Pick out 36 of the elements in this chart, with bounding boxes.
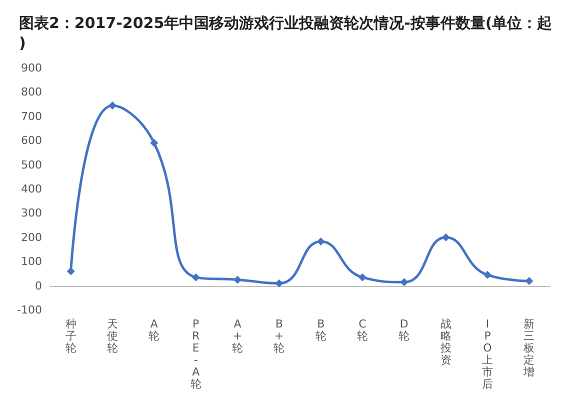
x-tick-label: PRE-A轮	[190, 318, 202, 390]
x-tick-label: 新三板定增	[522, 318, 535, 378]
x-tick-label: D轮	[398, 318, 410, 342]
x-tick-label: B轮	[315, 318, 326, 342]
chart-title: 图表2：2017-2025年中国移动游戏行业投融资轮次情况-按事件数量(单位：起)	[19, 14, 552, 52]
point	[150, 139, 158, 148]
point	[358, 273, 366, 282]
x-tick-label: 种子轮	[65, 318, 76, 354]
y-tick-label: 200	[21, 230, 42, 244]
y-tick-label: 0	[35, 279, 42, 292]
x-tick-label: A轮	[148, 318, 160, 342]
point	[66, 267, 75, 276]
point	[484, 270, 492, 279]
x-tick-label: C轮	[357, 318, 368, 342]
point	[108, 102, 116, 110]
point	[234, 276, 242, 284]
y-tick-label: 800	[21, 86, 42, 99]
x-tick-label: A+轮	[232, 318, 243, 354]
point	[316, 238, 325, 246]
x-tick-label: 战略投资	[439, 318, 452, 366]
point	[192, 273, 200, 282]
point	[442, 233, 450, 242]
x-tick-label: B+轮	[274, 318, 285, 354]
y-tick-label: 500	[21, 158, 42, 172]
y-tick-label: 700	[21, 110, 42, 123]
x-tick-label: 天使轮	[107, 318, 118, 354]
point	[400, 278, 408, 286]
y-tick-label: 900	[21, 62, 42, 74]
point	[525, 276, 534, 285]
y-tick-label: 600	[21, 134, 42, 148]
point	[275, 279, 284, 288]
x-tick-label: IPO上市后	[482, 318, 493, 390]
y-tick-label: -100	[17, 304, 42, 316]
y-tick-label: 300	[21, 206, 42, 220]
y-tick-label: 400	[21, 182, 42, 196]
y-tick-label: 100	[21, 255, 42, 268]
